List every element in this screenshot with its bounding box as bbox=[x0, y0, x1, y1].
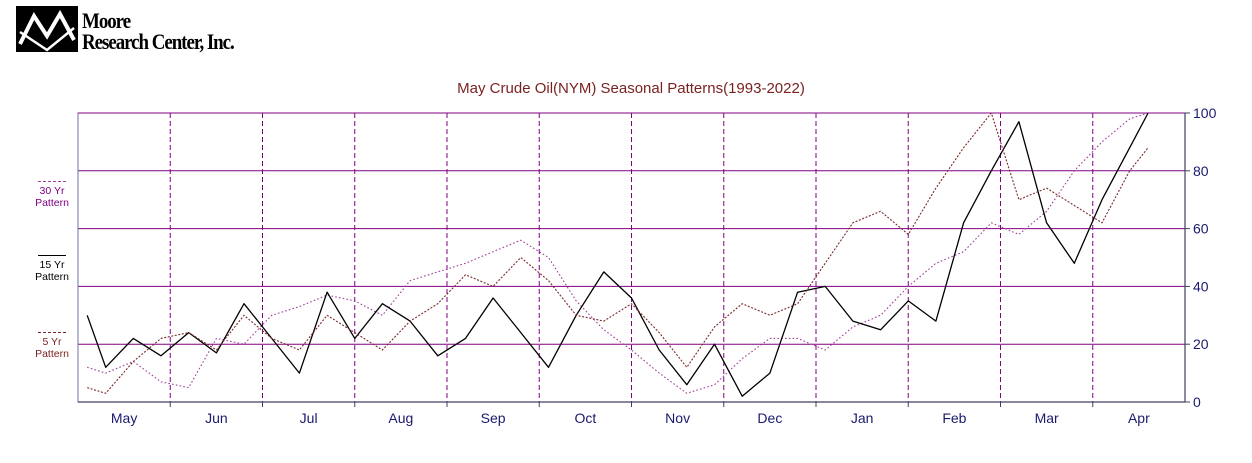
series-line-2 bbox=[87, 112, 1149, 394]
moore-logo: Moore Research Center, Inc. bbox=[16, 4, 256, 56]
y-tick-label-80: 80 bbox=[1193, 163, 1209, 179]
logo-line-1: Moore bbox=[82, 8, 131, 33]
x-label-may: May bbox=[111, 410, 137, 426]
legend-30yr: 30 Yr Pattern bbox=[20, 185, 84, 209]
legend-line-sample bbox=[38, 181, 66, 182]
legend-label-line2: Pattern bbox=[35, 197, 69, 209]
y-tick-label-40: 40 bbox=[1193, 278, 1209, 294]
series-lines bbox=[86, 112, 1149, 397]
x-axis-labels: May Jun Jul Aug Sep Oct Nov Dec Jan Feb Mar Apr bbox=[111, 402, 1150, 426]
y-tick-label-60: 60 bbox=[1193, 221, 1209, 237]
y-tick-label-100: 100 bbox=[1193, 105, 1217, 121]
legend-label-line2: Pattern bbox=[35, 271, 69, 283]
y-axis-ticks: 0 20 40 60 80 100 bbox=[1185, 105, 1217, 410]
x-label-jun: Jun bbox=[205, 410, 228, 426]
x-label-jan: Jan bbox=[851, 410, 874, 426]
x-label-jul: Jul bbox=[300, 410, 318, 426]
legend-label-line1: 30 Yr bbox=[39, 185, 65, 197]
logo-line-2: Research Center, Inc. bbox=[82, 29, 235, 54]
x-label-feb: Feb bbox=[942, 410, 966, 426]
x-label-sep: Sep bbox=[481, 410, 506, 426]
chart-title: May Crude Oil(NYM) Seasonal Patterns(199… bbox=[457, 80, 805, 97]
legend-5yr: 5 Yr Pattern bbox=[20, 336, 84, 360]
legend-15yr: 15 Yr Pattern bbox=[20, 259, 84, 283]
y-tick-label-20: 20 bbox=[1193, 336, 1209, 352]
legend-line-sample bbox=[38, 332, 66, 333]
y-tick-label-0: 0 bbox=[1193, 394, 1201, 410]
x-label-aug: Aug bbox=[388, 410, 413, 426]
series-line-0 bbox=[87, 112, 1149, 394]
x-label-oct: Oct bbox=[574, 410, 596, 426]
legend-label-line2: Pattern bbox=[35, 348, 69, 360]
legend-label-line1: 15 Yr bbox=[39, 259, 65, 271]
moore-logo-mark-icon bbox=[16, 6, 78, 52]
x-label-dec: Dec bbox=[757, 410, 782, 426]
legend-line-sample bbox=[38, 255, 66, 256]
x-label-apr: Apr bbox=[1128, 410, 1150, 426]
legend-label-line1: 5 Yr bbox=[42, 336, 62, 348]
x-label-nov: Nov bbox=[665, 410, 690, 426]
x-label-mar: Mar bbox=[1035, 410, 1059, 426]
vertical-gridlines bbox=[169, 113, 1094, 402]
series-line-1 bbox=[86, 112, 1149, 397]
